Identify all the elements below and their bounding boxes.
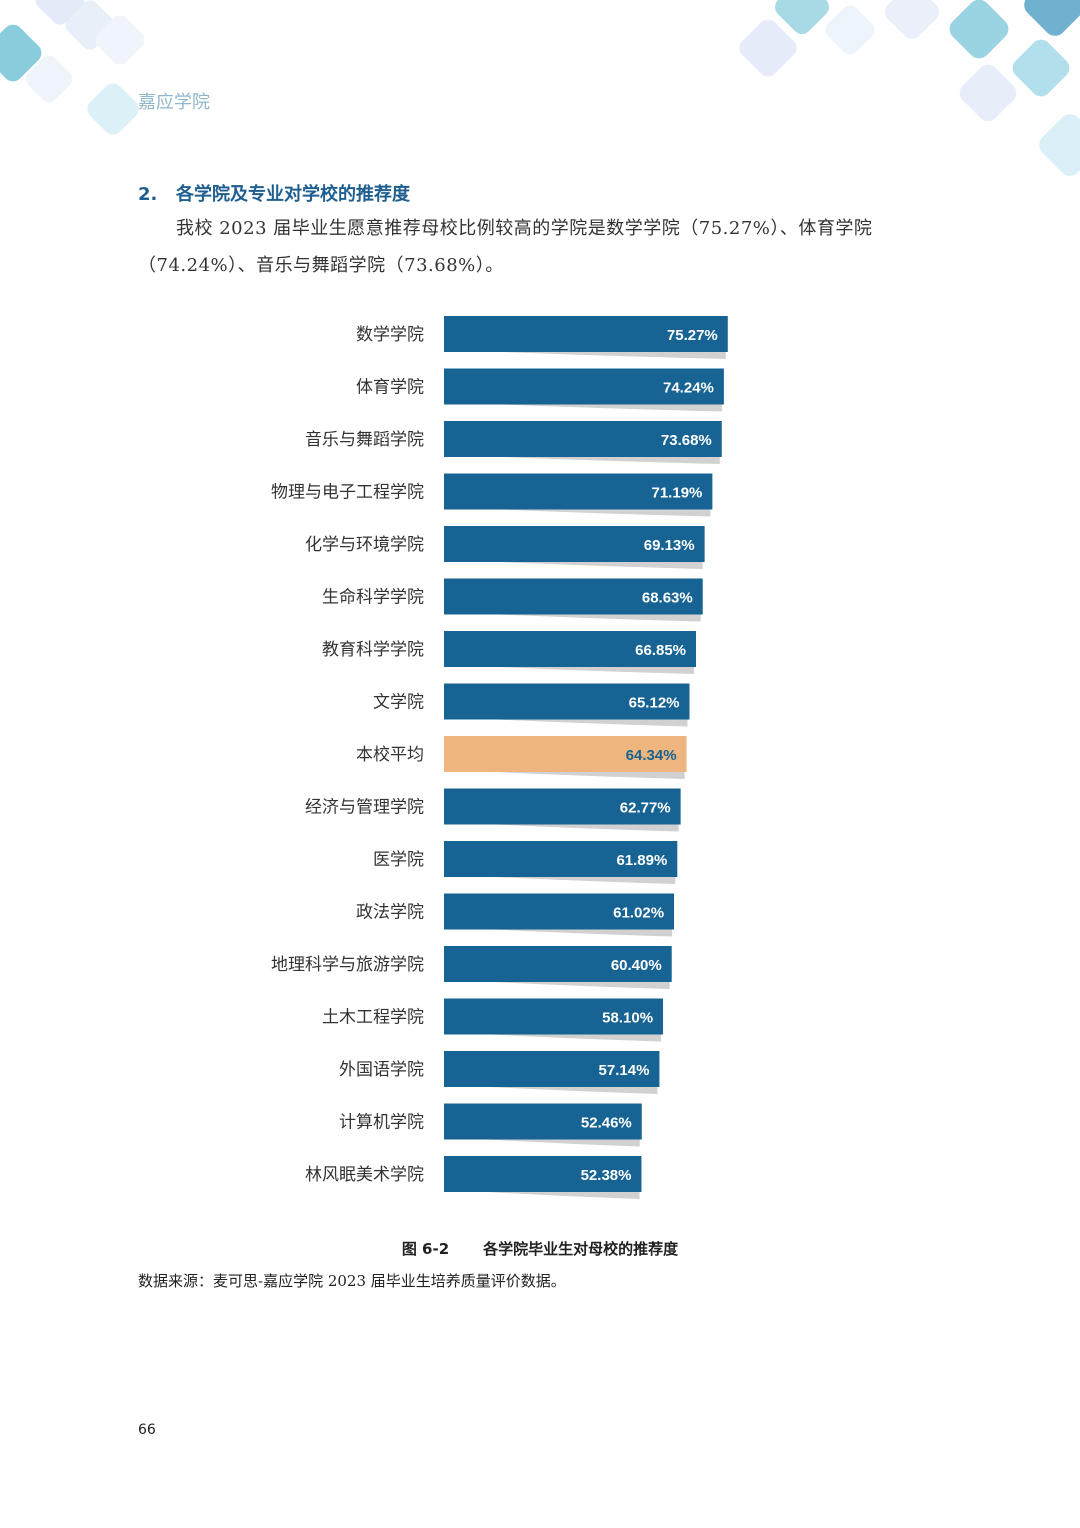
category-label: 林风眠美术学院 <box>305 1165 424 1185</box>
bar-shadow <box>452 1085 658 1094</box>
value-label: 75.27% <box>667 327 718 344</box>
category-label: 物理与电子工程学院 <box>271 483 424 503</box>
value-label: 69.13% <box>644 537 695 554</box>
section-heading-text: 各学院及专业对学校的推荐度 <box>176 184 410 205</box>
bar-shadow <box>452 927 673 937</box>
value-label: 52.46% <box>581 1115 632 1132</box>
figure-number: 图 6-2 <box>401 1240 450 1258</box>
bar <box>444 631 697 667</box>
category-label: 经济与管理学院 <box>305 798 424 818</box>
bar-shadow <box>452 560 703 569</box>
bar-shadow <box>452 350 726 359</box>
bar <box>444 368 724 405</box>
value-label: 61.02% <box>613 905 664 922</box>
bar-shadow <box>452 1137 640 1147</box>
category-label: 体育学院 <box>356 378 424 398</box>
section-heading: 2. 各学院及专业对学校的推荐度 <box>138 180 410 206</box>
value-label: 58.10% <box>602 1010 653 1027</box>
value-label: 62.77% <box>620 800 671 817</box>
category-label: 化学与环境学院 <box>305 535 424 555</box>
bar <box>444 683 690 720</box>
bar-average <box>444 736 687 772</box>
header-institution-title: 嘉应学院 <box>138 92 210 113</box>
bar <box>444 998 664 1035</box>
value-label: 65.12% <box>629 695 680 712</box>
decorative-header-pattern <box>0 0 1080 176</box>
section-paragraph-text: 我校 2023 届毕业生愿意推荐母校比例较高的学院是数学学院（75.27%）、体… <box>138 218 873 276</box>
bar-shadow <box>452 507 711 517</box>
bar-shadow <box>452 770 685 779</box>
value-label: 60.40% <box>611 957 662 974</box>
category-label: 教育科学学院 <box>322 640 424 660</box>
category-label: 数学学院 <box>356 325 424 345</box>
bar <box>444 1156 642 1192</box>
bar-shadow <box>452 1190 640 1199</box>
category-label: 外国语学院 <box>339 1060 424 1080</box>
data-source-note: 数据来源：麦可思-嘉应学院 2023 届毕业生培养质量评价数据。 <box>138 1272 566 1290</box>
bar-shadow <box>452 717 688 727</box>
bar-shadow <box>452 455 720 464</box>
value-label: 64.34% <box>626 747 677 764</box>
bar <box>444 526 705 562</box>
bar <box>444 1051 660 1087</box>
bar <box>444 316 728 352</box>
bar-shadow <box>452 875 676 884</box>
value-label: 66.85% <box>635 642 686 659</box>
section-paragraph: 我校 2023 届毕业生愿意推荐母校比例较高的学院是数学学院（75.27%）、体… <box>138 210 938 284</box>
bar-shadow <box>452 1032 662 1042</box>
category-label: 医学院 <box>373 850 424 870</box>
bar <box>444 1103 642 1140</box>
category-label: 政法学院 <box>356 903 424 923</box>
bar-shadow <box>452 822 679 832</box>
bar <box>444 893 675 930</box>
bar <box>444 841 678 877</box>
category-label: 地理科学与旅游学院 <box>271 955 424 975</box>
bar <box>444 788 681 825</box>
value-label: 57.14% <box>599 1062 650 1079</box>
value-label: 73.68% <box>661 432 712 449</box>
value-label: 52.38% <box>581 1167 632 1184</box>
category-label: 文学院 <box>373 693 424 713</box>
bar-shadow <box>452 665 695 674</box>
value-label: 61.89% <box>616 852 667 869</box>
bar <box>444 946 672 982</box>
value-label: 68.63% <box>642 590 693 607</box>
category-label: 生命科学学院 <box>322 588 424 608</box>
bar-shadow <box>452 612 701 622</box>
bar <box>444 578 703 615</box>
recommendation-bar-chart: 数学学院 75.27% 体育学院 74.24% 音乐与舞蹈学院 73.68% 物理与电子工程… <box>271 316 728 1199</box>
section-number: 2. <box>138 184 158 205</box>
category-label: 音乐与舞蹈学院 <box>305 430 424 450</box>
category-label: 土木工程学院 <box>322 1008 424 1028</box>
figure-title: 各学院毕业生对母校的推荐度 <box>483 1240 679 1258</box>
bar-shadow <box>452 980 670 989</box>
figure-caption: 图 6-2 各学院毕业生对母校的推荐度 <box>0 1238 1080 1259</box>
category-label: 本校平均 <box>356 745 424 765</box>
value-label: 74.24% <box>663 380 714 397</box>
value-label: 71.19% <box>652 485 703 502</box>
page-number: 66 <box>138 1422 156 1438</box>
bar-shadow <box>452 402 722 412</box>
bar <box>444 473 713 510</box>
bar <box>444 421 722 457</box>
category-label: 计算机学院 <box>339 1113 424 1133</box>
